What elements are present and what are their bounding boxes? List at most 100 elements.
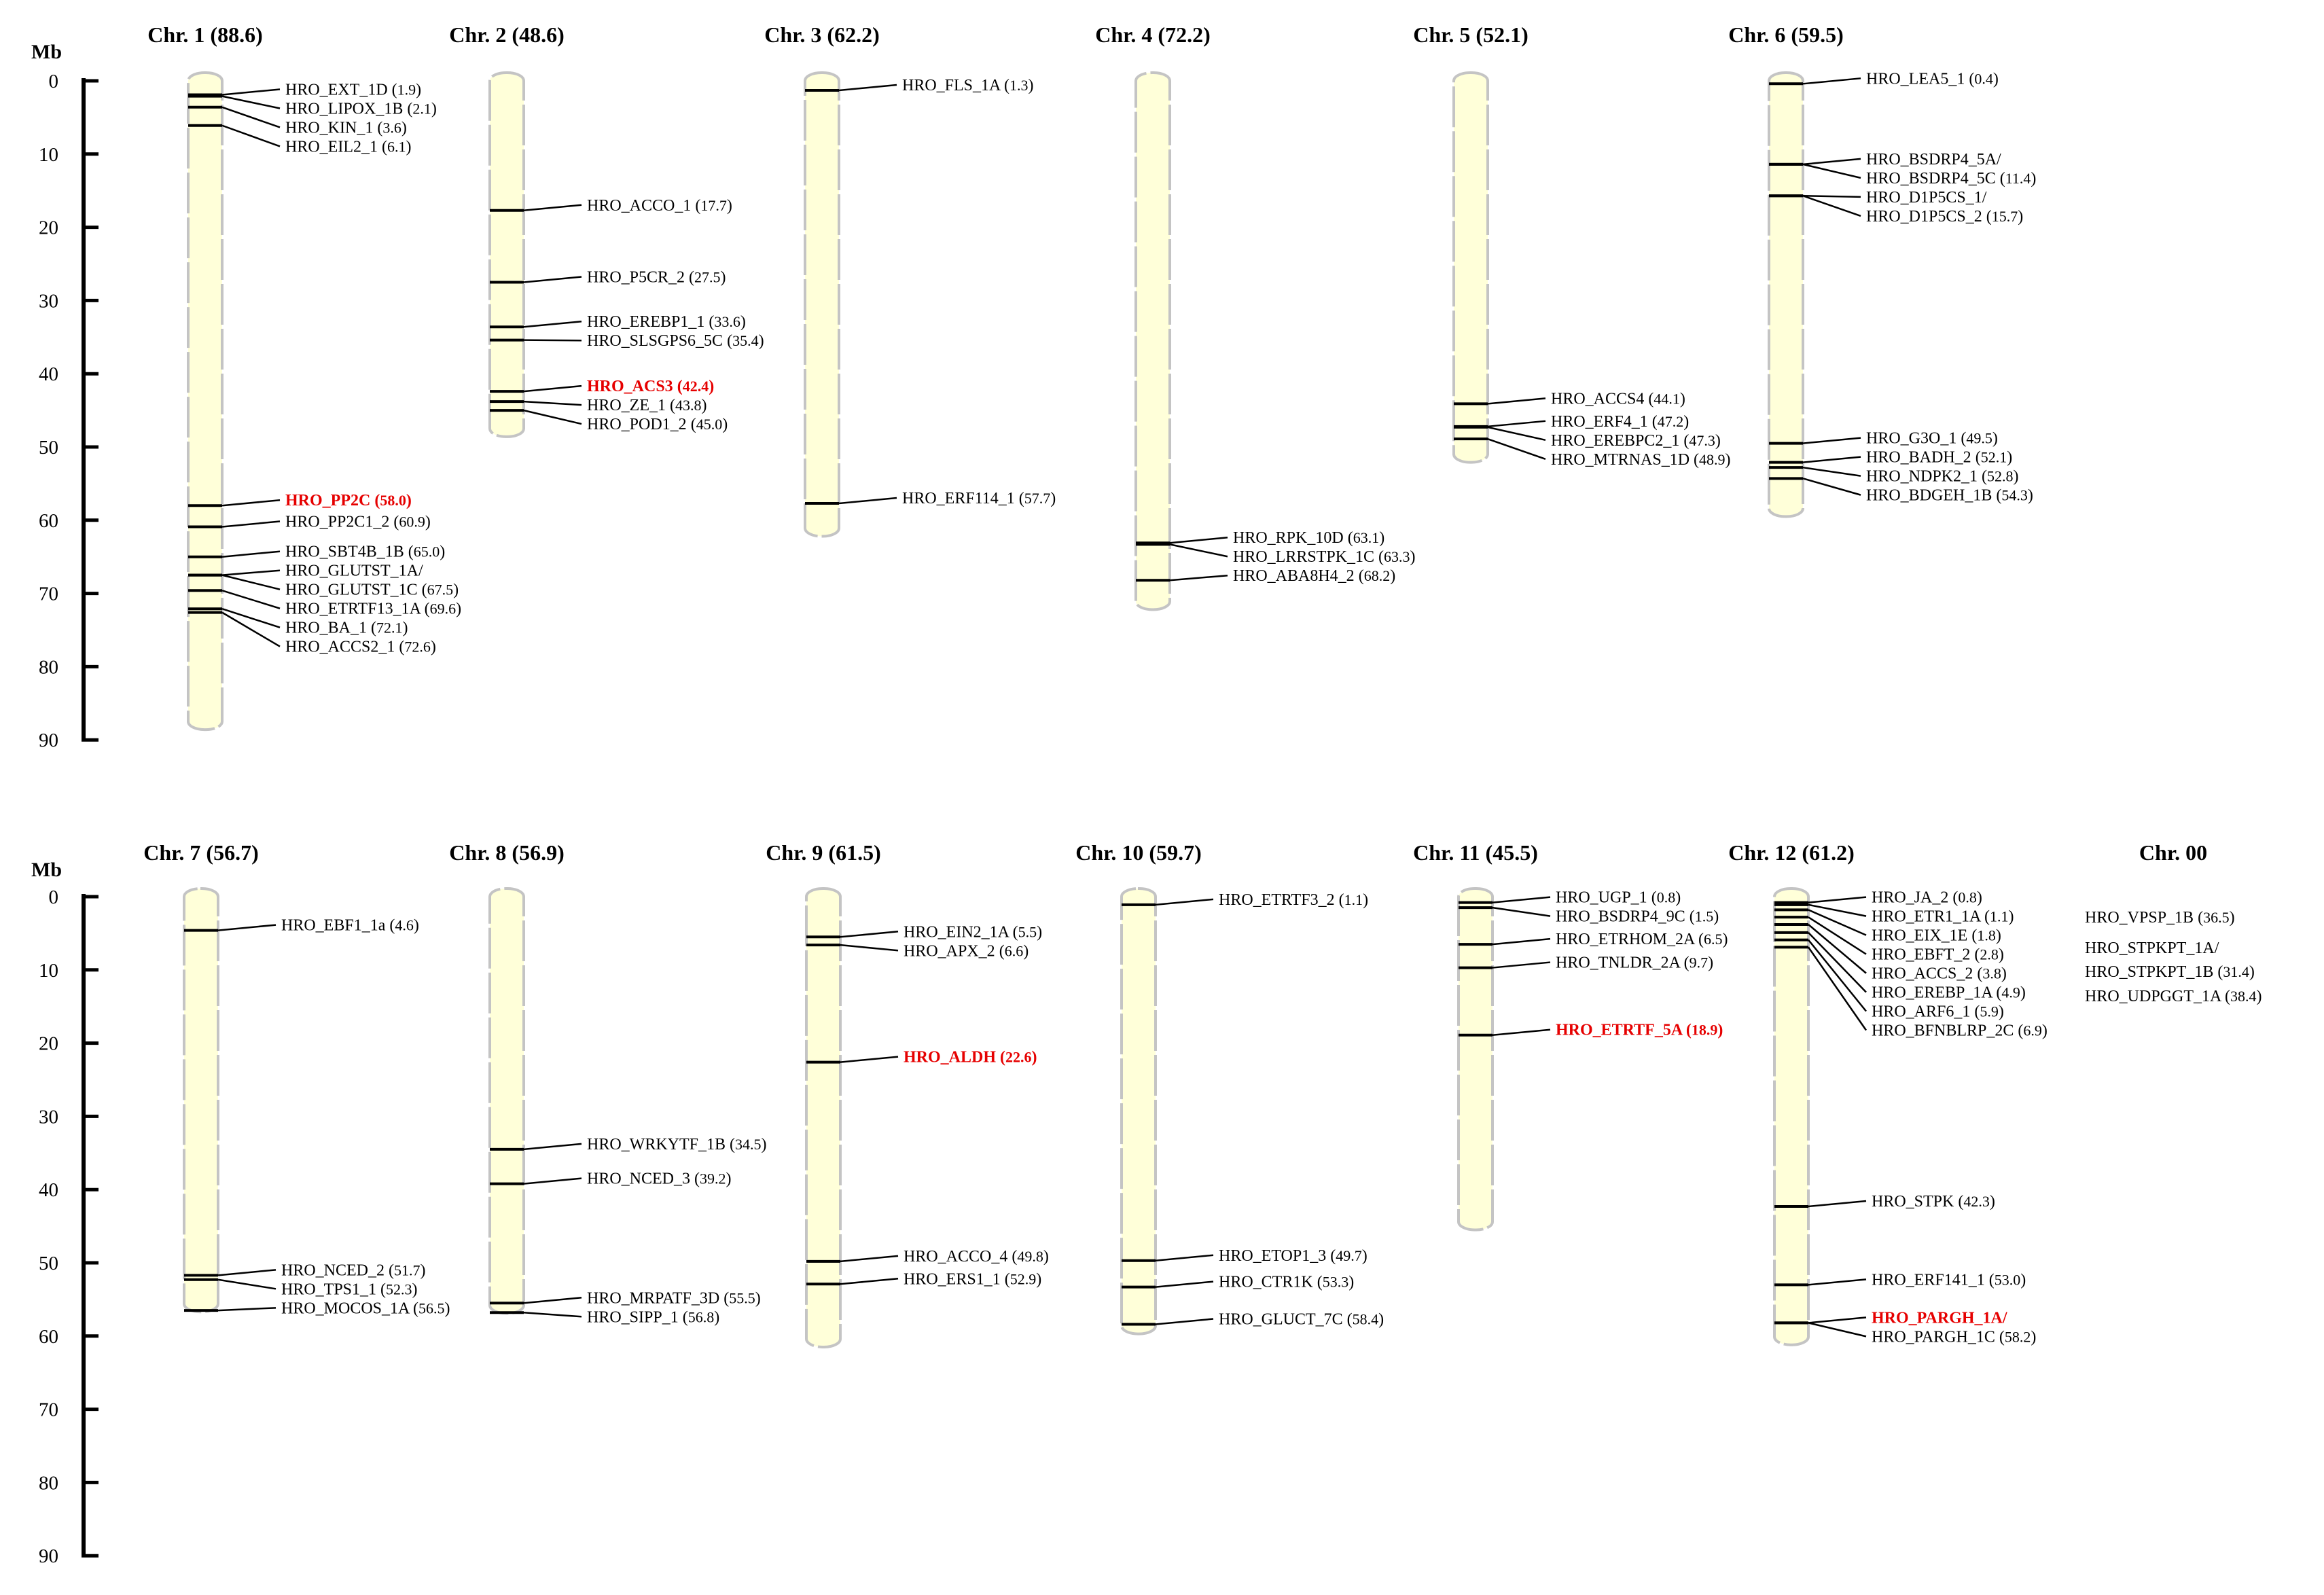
axis-tick-label: 10: [39, 960, 58, 982]
gene-name: HRO_CTR1K: [1219, 1274, 1313, 1291]
gene-label: HRO_SBT4B_1B (65.0): [285, 543, 445, 561]
gene-name: HRO_ACS3: [587, 378, 673, 395]
gene-position: 48.9: [1699, 451, 1726, 468]
gene-position: 56.8: [688, 1308, 715, 1325]
gene-label: HRO_PP2C1_2 (60.9): [285, 514, 431, 531]
chromosome-title: Chr. 6 (59.5): [1728, 22, 1843, 47]
gene-name: HRO_BADH_2: [1866, 449, 1971, 467]
gene-leader-line: [1802, 456, 1861, 463]
axis-tick-label: 60: [39, 1326, 58, 1348]
gene-name: HRO_LRRSTPK_1C: [1233, 548, 1374, 566]
gene-label: HRO_ACCS2_1 (72.6): [285, 639, 436, 656]
chromosome-name: Chr. 10: [1075, 840, 1143, 865]
gene-label: HRO_ERF141_1 (53.0): [1872, 1271, 2026, 1289]
gene-position: 31.4: [2223, 963, 2249, 980]
gene-name: HRO_LEA5_1: [1866, 70, 1965, 88]
gene-position: 33.6: [714, 313, 740, 330]
gene-position: 52.8: [1987, 468, 2014, 485]
gene-position: 52.9: [1010, 1270, 1037, 1287]
chromosome-title: Chr. 8 (56.9): [449, 840, 564, 865]
gene-label: HRO_STPK (42.3): [1872, 1193, 1995, 1211]
gene-position: 60.9: [399, 514, 425, 531]
gene-name: HRO_EIL2_1: [285, 138, 378, 156]
gene-leader-line: [840, 931, 899, 938]
gene-name: HRO_WRKYTF_1B: [587, 1136, 726, 1153]
gene-label: HRO_PARGH_1C (58.2): [1872, 1328, 2036, 1346]
gene-label: HRO_PARGH_1A/: [1872, 1309, 2007, 1327]
gene-label: HRO_GLUTST_1A/: [285, 562, 423, 580]
chromosome-2: Chr. 2 (48.6) HRO_ACCO_1 (17.7) HRO_P5CR_2…: [449, 22, 764, 438]
gene-name: HRO_EIN2_1A: [904, 923, 1010, 941]
gene-name: HRO_BSDRP4_5C: [1866, 170, 1996, 187]
gene-label: HRO_PP2C (58.0): [285, 492, 412, 509]
gene-leader-line: [221, 611, 281, 647]
gene-position: 36.5: [2203, 909, 2230, 926]
gene-position: 3.6: [382, 119, 401, 136]
gene-name: HRO_PP2C: [285, 492, 370, 509]
gene-leader-line: [1808, 903, 1867, 917]
chromosome-8: Chr. 8 (56.9) HRO_WRKYTF_1B (34.5) HRO_NCE…: [449, 840, 766, 1326]
gene-label: HRO_GLUTST_1C (67.5): [285, 581, 459, 599]
gene-name: HRO_G3O_1: [1866, 430, 1956, 448]
axis-tick-label: 40: [39, 363, 58, 385]
gene-label: HRO_ETRTF13_1A (69.6): [285, 601, 461, 618]
gene-leader-line: [1808, 1200, 1867, 1208]
gene-position: 56.5: [418, 1300, 445, 1316]
gene-label: HRO_ACCS_2 (3.8): [1872, 965, 2007, 983]
gene-name: HRO_BFNBLRP_2C: [1872, 1022, 2014, 1040]
gene-name: HRO_EBFT_2: [1872, 946, 1970, 964]
chromosome-title: Chr. 10 (59.7): [1075, 840, 1201, 865]
gene-name: HRO_ACCS4: [1551, 390, 1644, 408]
gene-label: HRO_EBFT_2 (2.8): [1872, 946, 2004, 964]
gene-leader-line: [1487, 420, 1546, 428]
gene-label: HRO_SLSGPS6_5C (35.4): [587, 332, 764, 350]
chromosome-size: 45.5: [1492, 840, 1531, 865]
mb-axis: Mb 0 10 20 30 40 50 60 70 80 90: [31, 41, 99, 751]
gene-name: HRO_GLUTST_1C: [285, 581, 418, 599]
chromosome-1: Chr. 1 (88.6) HRO_EXT_1D (1.9) HRO_LIPOX_1…: [147, 22, 461, 732]
gene-position: 39.2: [700, 1170, 726, 1187]
chromosome-size: 88.6: [217, 22, 255, 47]
gene-position: 35.4: [732, 332, 759, 349]
chromosome-7: Chr. 7 (56.7) HRO_EBF1_1a (4.6) HRO_NCED_2…: [143, 840, 450, 1317]
gene-label: HRO_BSDRP4_9C (1.5): [1556, 908, 1719, 926]
gene-name: HRO_MRPATF_3D: [587, 1289, 719, 1307]
gene-position: 38.4: [2230, 988, 2257, 1005]
chromosome-5: Chr. 5 (52.1) HRO_ACCS4 (44.1) HRO_ERF4_1 …: [1413, 22, 1730, 469]
gene-leader-line: [221, 88, 281, 96]
gene-leader-line: [838, 497, 897, 505]
gene-position: 6.1: [387, 138, 406, 155]
gene-leader-line: [1802, 194, 1861, 198]
gene-name: HRO_NCED_3: [587, 1170, 690, 1188]
gene-leader-line: [1807, 946, 1867, 1031]
gene-leader-line: [1802, 478, 1861, 496]
gene-leader-line: [221, 608, 281, 628]
gene-leader-line: [1808, 1278, 1867, 1286]
chromosome-size: 56.7: [213, 840, 251, 865]
chromosome-size: 56.9: [519, 840, 557, 865]
gene-leader-line: [1808, 896, 1867, 903]
chromosome-body: [1773, 887, 1810, 1346]
axis-tick-label: 90: [39, 1545, 58, 1567]
gene-name: HRO_ETR1_1A: [1872, 908, 1982, 926]
gene-position: 18.9: [1692, 1022, 1718, 1039]
gene-name: HRO_ALDH: [904, 1049, 996, 1067]
gene-label: HRO_D1P5CS_1/: [1866, 189, 1987, 207]
chromosome-title: Chr. 00: [2139, 840, 2207, 865]
gene-leader-line: [217, 1278, 276, 1290]
gene-name: HRO_GLUTST_1A/: [285, 562, 423, 580]
gene-label: HRO_ACCS4 (44.1): [1551, 390, 1685, 408]
chromosome-body: [1768, 71, 1804, 518]
gene-position: 5.9: [1980, 1003, 1999, 1020]
gene-position: 3.8: [1982, 965, 2001, 982]
gene-label: HRO_POD1_2 (45.0): [587, 416, 728, 433]
chromosome-name: Chr. 1: [147, 22, 204, 47]
gene-label: HRO_NDPK2_1 (52.8): [1866, 468, 2019, 486]
gene-name: HRO_EREBP1_1: [587, 313, 704, 331]
gene-label: HRO_ABA8H4_2 (68.2): [1233, 567, 1395, 585]
chromosome-name: Chr. 11: [1413, 840, 1480, 865]
gene-name: HRO_SLSGPS6_5C: [587, 332, 723, 350]
gene-position: 0.4: [1974, 70, 1993, 87]
axis-tick-label: 10: [39, 144, 58, 166]
chromosome-row-2: Mb 0 10 20 30 40 50 60 70 80 90 Chr. 7 (56.7) HRO_EB…: [31, 840, 2262, 1567]
